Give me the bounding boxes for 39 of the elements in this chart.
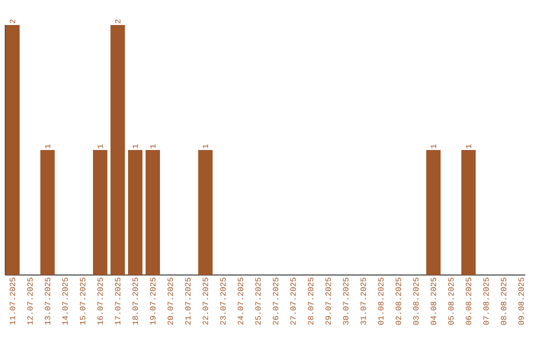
x-tick-label: 03.08.2025 xyxy=(413,278,419,325)
x-tick-label: 21.07.2025 xyxy=(185,278,191,325)
x-tick-label: 15.07.2025 xyxy=(80,278,86,325)
x-tick-label: 12.07.2025 xyxy=(27,278,33,325)
x-tick-label: 26.07.2025 xyxy=(272,278,278,325)
x-tick-label: 20.07.2025 xyxy=(168,278,174,325)
x-tick-label: 24.07.2025 xyxy=(238,278,244,325)
x-tick-label: 28.07.2025 xyxy=(308,278,314,325)
x-tick-label: 29.07.2025 xyxy=(325,278,331,325)
data-label: 2 xyxy=(115,20,120,24)
x-tick-label: 14.07.2025 xyxy=(62,278,68,325)
x-tick-label: 23.07.2025 xyxy=(220,278,226,325)
x-tick-label: 04.08.2025 xyxy=(430,278,436,325)
x-tick-label: 09.08.2025 xyxy=(518,278,524,325)
data-label: 1 xyxy=(202,144,208,148)
x-tick-label: 05.08.2025 xyxy=(448,278,454,325)
x-tick-label: 30.07.2025 xyxy=(343,278,348,325)
x-tick-label: 07.08.2025 xyxy=(483,278,489,325)
data-label: 1 xyxy=(44,144,50,148)
x-tick-label: 18.07.2025 xyxy=(132,278,138,325)
x-tick-label: 19.07.2025 xyxy=(150,278,156,325)
x-tick-label: 02.08.2025 xyxy=(396,278,402,325)
x-tick-label: 17.07.2025 xyxy=(114,278,120,325)
x-tick-label: 13.07.2025 xyxy=(44,278,50,325)
data-label: 1 xyxy=(150,144,156,148)
x-tick-label: 31.07.2025 xyxy=(360,278,366,325)
x-tick-label: 01.08.2025 xyxy=(378,278,384,325)
data-label: 1 xyxy=(98,144,103,148)
data-label: 1 xyxy=(430,144,436,148)
data-label: 1 xyxy=(466,144,472,148)
x-tick-label: 27.07.2025 xyxy=(290,278,296,325)
x-tick-label: 11.07.2025 xyxy=(10,278,16,325)
x-tick-label: 22.07.2025 xyxy=(202,278,208,325)
x-tick-label: 08.08.2025 xyxy=(500,278,506,325)
data-label: 1 xyxy=(132,144,138,148)
x-tick-label: 06.08.2025 xyxy=(466,278,472,325)
x-tick-label: 25.07.2025 xyxy=(255,278,261,325)
data-label: 2 xyxy=(10,20,16,24)
x-tick-label: 16.07.2025 xyxy=(97,278,103,325)
